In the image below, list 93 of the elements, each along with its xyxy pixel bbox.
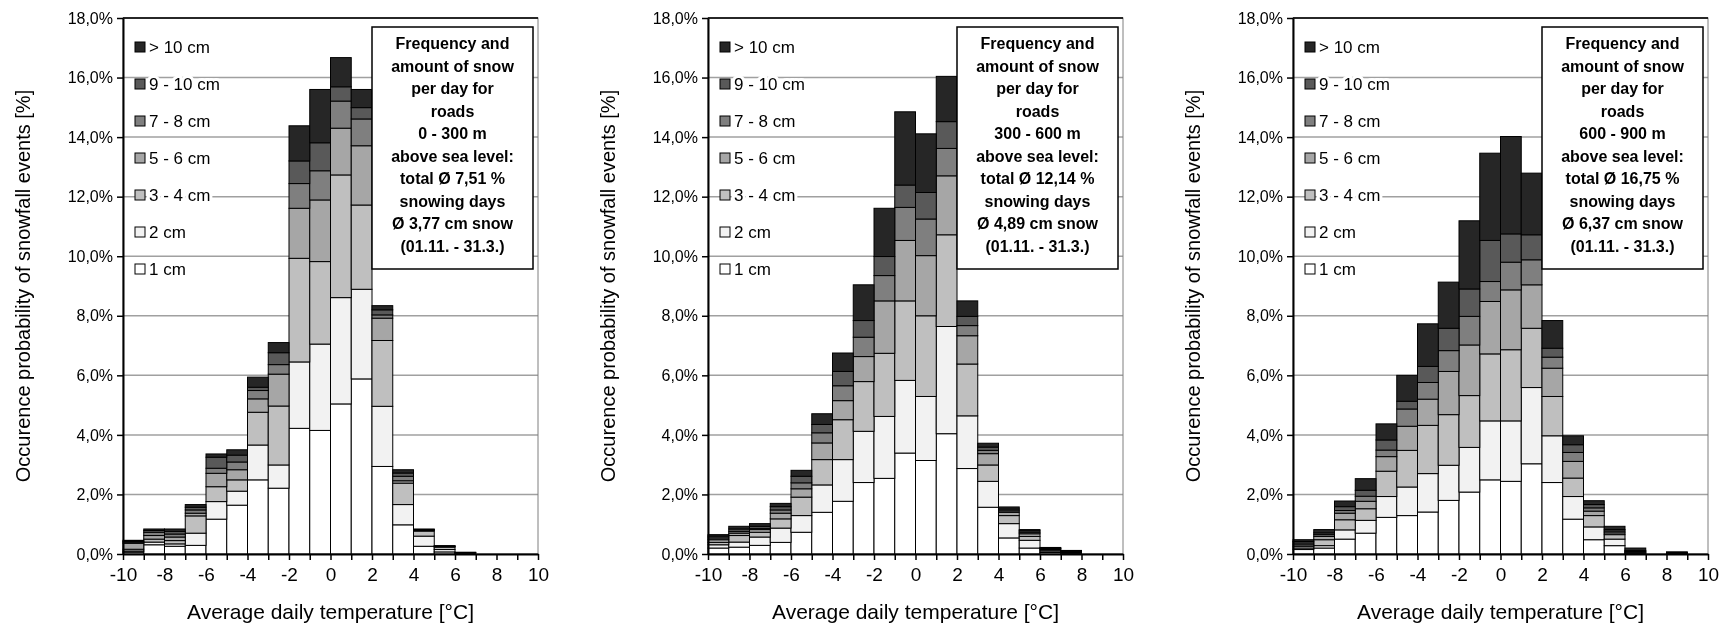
legend-label: 9 - 10 cm [734, 74, 805, 94]
legend-label: 7 - 8 cm [149, 111, 211, 131]
y-tick-label: 10,0% [1237, 247, 1283, 265]
y-tick-label: 0,0% [1246, 545, 1283, 563]
legend-label: 3 - 4 cm [1319, 185, 1381, 205]
y-tick-label: 8,0% [76, 307, 113, 325]
x-tick-label: -10 [109, 564, 138, 586]
legend-label: 3 - 4 cm [149, 185, 211, 205]
y-tick-label: 14,0% [652, 128, 698, 146]
legend-label: 5 - 6 cm [1319, 148, 1381, 168]
x-tick-label: -4 [239, 564, 257, 586]
legend-label: 2 cm [734, 222, 771, 242]
y-tick-label: 12,0% [67, 188, 113, 206]
y-tick-label: 18,0% [67, 9, 113, 27]
y-tick-label: 16,0% [67, 69, 113, 87]
x-tick-label: 10 [527, 564, 550, 586]
legend-label: 5 - 6 cm [734, 148, 796, 168]
x-tick-label: -2 [281, 564, 298, 586]
legend-label: 1 cm [734, 259, 771, 279]
y-tick-label: 12,0% [652, 188, 698, 206]
y-tick-label: 0,0% [76, 545, 113, 563]
x-tick-label: -2 [1451, 564, 1468, 586]
y-tick-label: 16,0% [1237, 69, 1283, 87]
legend-label: > 10 cm [734, 37, 795, 57]
y-tick-label: 14,0% [67, 128, 113, 146]
y-tick-label: 8,0% [661, 307, 698, 325]
x-tick-label: 2 [952, 564, 963, 586]
x-tick-label: 6 [1035, 564, 1046, 586]
x-tick-label: -4 [824, 564, 842, 586]
y-tick-label: 4,0% [1246, 426, 1283, 444]
x-tick-label: -10 [1279, 564, 1308, 586]
x-tick-label: -8 [156, 564, 174, 586]
x-tick-label: 6 [1620, 564, 1631, 586]
y-tick-label: 10,0% [67, 247, 113, 265]
x-tick-label: 2 [367, 564, 378, 586]
x-tick-label: -8 [1326, 564, 1344, 586]
x-tick-label: 0 [910, 564, 922, 586]
text: Frequency and amount of snow per day for roads 0 - 300 m above sea level: total Ø 7,51 % snowing days Ø 3,77 cm snow (01.11. - 31.3.) [391, 35, 514, 255]
legend-label: 7 - 8 cm [1319, 111, 1381, 131]
x-tick-label: 10 [1697, 564, 1720, 586]
x-tick-label: 8 [1661, 564, 1673, 586]
x-tick-label: 4 [1578, 564, 1590, 586]
y-tick-label: 18,0% [652, 9, 698, 27]
x-tick-label: 4 [993, 564, 1005, 586]
y-tick-label: 6,0% [661, 366, 698, 384]
x-axis-title: Average daily temperature [°C] [187, 600, 474, 623]
legend-label: 3 - 4 cm [734, 185, 796, 205]
x-tick-label: 0 [1495, 564, 1507, 586]
x-tick-label: -8 [741, 564, 759, 586]
y-tick-label: 4,0% [661, 426, 698, 444]
y-tick-label: 6,0% [1246, 366, 1283, 384]
y-axis-title: Occurence probability of snowfall events [%] [597, 89, 619, 483]
text: Frequency and amount of snow per day for roads 300 - 600 m above sea level: total Ø 12,14 % snowing days Ø 4,89 cm snow (01.11. - 31.3.) [976, 35, 1099, 255]
legend-label: 9 - 10 cm [1319, 74, 1390, 94]
y-tick-label: 16,0% [652, 69, 698, 87]
legend-label: 1 cm [1319, 259, 1356, 279]
y-tick-label: 0,0% [661, 545, 698, 563]
x-tick-label: -2 [866, 564, 883, 586]
legend-label: > 10 cm [149, 37, 210, 57]
x-tick-label: -6 [198, 564, 215, 586]
x-tick-label: -6 [783, 564, 800, 586]
legend-label: 1 cm [149, 259, 186, 279]
x-tick-label: 8 [1076, 564, 1088, 586]
legend-label: 5 - 6 cm [149, 148, 211, 168]
y-tick-label: 2,0% [661, 486, 698, 504]
y-tick-label: 2,0% [76, 486, 113, 504]
x-tick-label: -6 [1368, 564, 1385, 586]
y-tick-label: 18,0% [1237, 9, 1283, 27]
y-axis-title: Occurence probability of snowfall events [%] [1182, 89, 1204, 483]
x-tick-label: 6 [450, 564, 461, 586]
text: Frequency and amount of snow per day for roads 600 - 900 m above sea level: total Ø 16,75 % snowing days Ø 6,37 cm snow (01.11. - 31.3.) [1561, 35, 1684, 255]
y-tick-label: 8,0% [1246, 307, 1283, 325]
x-tick-label: 10 [1112, 564, 1135, 586]
y-tick-label: 10,0% [652, 247, 698, 265]
legend-label: 2 cm [149, 222, 186, 242]
legend-label: 2 cm [1319, 222, 1356, 242]
x-tick-label: 0 [325, 564, 337, 586]
legend-label: 7 - 8 cm [734, 111, 796, 131]
x-tick-label: -10 [694, 564, 723, 586]
y-tick-label: 4,0% [76, 426, 113, 444]
x-axis-title: Average daily temperature [°C] [1357, 600, 1644, 623]
y-tick-label: 14,0% [1237, 128, 1283, 146]
y-tick-label: 2,0% [1246, 486, 1283, 504]
y-tick-label: 12,0% [1237, 188, 1283, 206]
x-tick-label: 4 [408, 564, 420, 586]
legend-label: 9 - 10 cm [149, 74, 220, 94]
x-tick-label: 2 [1537, 564, 1548, 586]
x-tick-label: 8 [491, 564, 503, 586]
x-tick-label: -4 [1409, 564, 1427, 586]
y-axis-title: Occurence probability of snowfall events [%] [12, 89, 34, 483]
y-tick-label: 6,0% [76, 366, 113, 384]
x-axis-title: Average daily temperature [°C] [772, 600, 1059, 623]
legend-label: > 10 cm [1319, 37, 1380, 57]
